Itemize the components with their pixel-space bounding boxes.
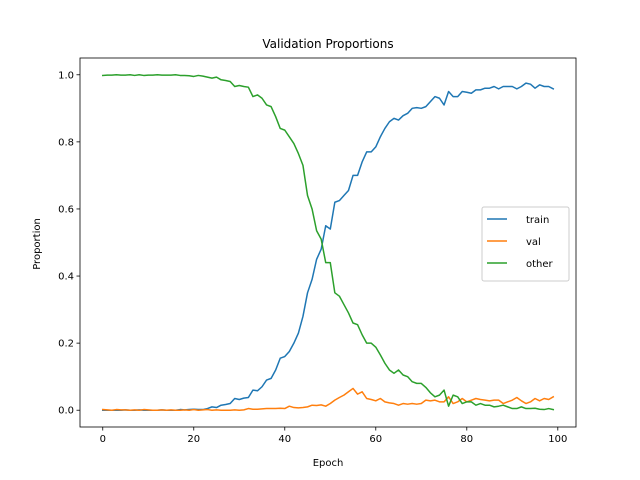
series-layer: [101, 74, 555, 411]
y-axis-label: Proportion: [32, 218, 43, 270]
x-axis-label: Epoch: [313, 458, 344, 469]
y-tick-label: 0.6: [58, 204, 74, 215]
y-tick-label: 0.2: [58, 339, 74, 350]
x-tick-label: 0: [100, 434, 106, 445]
series-line-other: [101, 74, 555, 411]
axes-frame: [79, 57, 577, 428]
x-tick-label: 100: [548, 434, 567, 445]
legend-label-other: other: [526, 259, 554, 270]
y-tick-label: 0.4: [58, 272, 74, 283]
y-tick-label: 1.0: [58, 70, 74, 81]
plot-area: 0 20 40 60 80 100 0.0 0.2 0.4 0.6 0.8 1.0: [58, 57, 577, 445]
legend-label-train: train: [526, 215, 549, 226]
x-axis-ticks: 0 20 40 60 80 100: [100, 427, 567, 445]
chart-title: Validation Proportions: [262, 37, 393, 51]
legend: train val other: [481, 206, 570, 282]
y-tick-label: 0.8: [58, 137, 74, 148]
y-tick-label: 0.0: [58, 406, 74, 417]
y-axis-ticks: 0.0 0.2 0.4 0.6 0.8 1.0: [58, 70, 80, 417]
x-tick-label: 20: [187, 434, 200, 445]
series-line-val: [101, 387, 555, 411]
x-tick-label: 80: [460, 434, 473, 445]
x-tick-label: 40: [278, 434, 291, 445]
legend-label-val: val: [526, 237, 541, 248]
x-tick-label: 60: [369, 434, 382, 445]
